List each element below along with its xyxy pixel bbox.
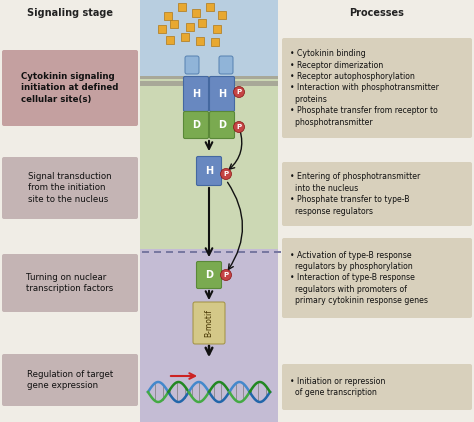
Bar [140, 81, 278, 86]
Bar [226, 251, 233, 253]
FancyBboxPatch shape [210, 111, 235, 138]
Text: H: H [205, 166, 213, 176]
Text: Cytokinin signaling
initiation at defined
cellular site(s): Cytokinin signaling initiation at define… [21, 72, 118, 104]
Bar [190, 251, 197, 253]
Text: Signal transduction
from the initiation
site to the nucleus: Signal transduction from the initiation … [28, 172, 112, 204]
Bar [166, 251, 173, 253]
Bar [238, 251, 245, 253]
FancyBboxPatch shape [197, 262, 221, 289]
FancyBboxPatch shape [282, 162, 472, 226]
Bar [214, 251, 221, 253]
Text: B-motif: B-motif [204, 309, 213, 337]
Bar [140, 79, 278, 252]
Text: Turning on nuclear
transcription factors: Turning on nuclear transcription factors [27, 273, 114, 293]
FancyBboxPatch shape [2, 157, 138, 219]
Text: • Entering of phosphotransmitter
  into the nucleus
• Phosphate transfer to type: • Entering of phosphotransmitter into th… [290, 172, 420, 216]
Text: P: P [237, 124, 242, 130]
Text: • Activation of type-B response
  regulators by phosphorylation
• Interaction of: • Activation of type-B response regulato… [290, 251, 428, 306]
Circle shape [234, 87, 245, 97]
FancyBboxPatch shape [2, 50, 138, 126]
FancyBboxPatch shape [282, 38, 472, 138]
FancyBboxPatch shape [183, 76, 209, 111]
Text: Signaling stage: Signaling stage [27, 8, 113, 18]
Text: Regulation of target
gene expression: Regulation of target gene expression [27, 370, 113, 390]
FancyBboxPatch shape [185, 56, 199, 74]
Bar [274, 251, 281, 253]
FancyBboxPatch shape [2, 254, 138, 312]
FancyBboxPatch shape [282, 238, 472, 318]
Circle shape [234, 122, 245, 133]
Bar [202, 251, 209, 253]
Text: • Cytokinin binding
• Receptor dimerization
• Receptor autophosphorylation
• Int: • Cytokinin binding • Receptor dimerizat… [290, 49, 439, 127]
Text: D: D [218, 120, 226, 130]
FancyBboxPatch shape [210, 76, 235, 111]
FancyBboxPatch shape [183, 111, 209, 138]
FancyBboxPatch shape [193, 302, 225, 344]
FancyBboxPatch shape [219, 56, 233, 74]
Bar [140, 76, 278, 79]
Text: P: P [223, 171, 228, 177]
Bar [142, 251, 149, 253]
Text: H: H [192, 89, 200, 99]
Text: P: P [237, 89, 242, 95]
FancyBboxPatch shape [197, 157, 221, 186]
Bar [140, 0, 278, 82]
FancyBboxPatch shape [2, 354, 138, 406]
FancyBboxPatch shape [282, 364, 472, 410]
Text: D: D [205, 270, 213, 280]
Circle shape [220, 168, 231, 179]
Text: D: D [192, 120, 200, 130]
Bar [178, 251, 185, 253]
Bar [140, 249, 278, 422]
Circle shape [220, 270, 231, 281]
Text: • Initiation or repression
  of gene transcription: • Initiation or repression of gene trans… [290, 377, 385, 397]
Text: H: H [218, 89, 226, 99]
Bar [250, 251, 257, 253]
Text: P: P [223, 272, 228, 278]
Text: Processes: Processes [349, 8, 404, 18]
Bar [154, 251, 161, 253]
Bar [262, 251, 269, 253]
